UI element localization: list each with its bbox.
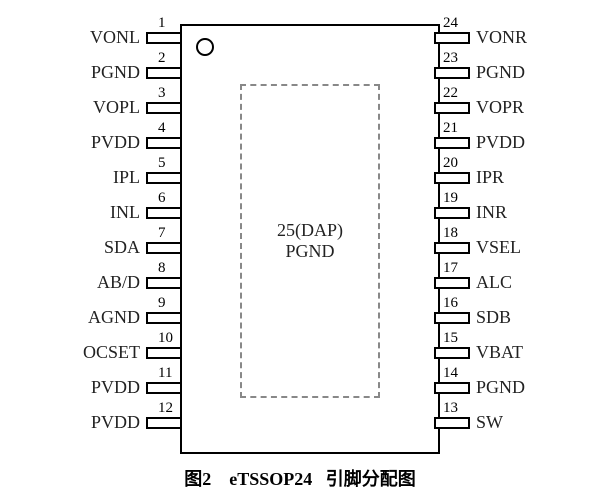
- pin-label: VBAT: [476, 342, 523, 363]
- pin-23: [434, 67, 470, 79]
- pin-number: 7: [158, 225, 166, 242]
- pin-label: SW: [476, 412, 503, 433]
- pin-4: [146, 137, 182, 149]
- pin-label: PGND: [476, 62, 525, 83]
- pin-number: 24: [443, 15, 458, 32]
- pinout-diagram: 25(DAP) PGND 1 VONL 2 PGND 3 VOPL 4 PVDD 5 IPL 6 IN…: [0, 0, 600, 500]
- pin-label: PVDD: [91, 377, 140, 398]
- pin-number: 11: [158, 365, 172, 382]
- pin-3: [146, 102, 182, 114]
- pin-22: [434, 102, 470, 114]
- pin1-indicator: [196, 38, 214, 56]
- figure-caption: 图2 eTSSOP24 引脚分配图: [184, 465, 416, 491]
- pin-label: PVDD: [476, 132, 525, 153]
- pin-number: 2: [158, 50, 166, 67]
- caption-package: eTSSOP24: [229, 469, 312, 489]
- pin-number: 1: [158, 15, 166, 32]
- pin-21: [434, 137, 470, 149]
- pin-number: 18: [443, 225, 458, 242]
- pin-13: [434, 417, 470, 429]
- pin-label: OCSET: [83, 342, 140, 363]
- pin-number: 21: [443, 120, 458, 137]
- pin-label: SDA: [104, 237, 140, 258]
- pin-label: PVDD: [91, 412, 140, 433]
- pin-20: [434, 172, 470, 184]
- pin-number: 5: [158, 155, 166, 172]
- pin-label: SDB: [476, 307, 511, 328]
- pin-6: [146, 207, 182, 219]
- pin-15: [434, 347, 470, 359]
- pin-label: IPR: [476, 167, 504, 188]
- pin-number: 17: [443, 260, 458, 277]
- pin-label: PGND: [91, 62, 140, 83]
- pin-number: 20: [443, 155, 458, 172]
- pin-label: INL: [110, 202, 140, 223]
- pin-2: [146, 67, 182, 79]
- dap-pad: 25(DAP) PGND: [240, 84, 380, 398]
- pin-number: 4: [158, 120, 166, 137]
- pin-number: 3: [158, 85, 166, 102]
- pin-number: 6: [158, 190, 166, 207]
- pin-number: 13: [443, 400, 458, 417]
- pin-number: 9: [158, 295, 166, 312]
- pin-number: 22: [443, 85, 458, 102]
- pin-9: [146, 312, 182, 324]
- pin-number: 15: [443, 330, 458, 347]
- pin-label: VOPR: [476, 97, 524, 118]
- pin-number: 19: [443, 190, 458, 207]
- pin-number: 8: [158, 260, 166, 277]
- pin-number: 12: [158, 400, 173, 417]
- pin-number: 23: [443, 50, 458, 67]
- pin-label: IPL: [113, 167, 140, 188]
- pin-label: VONL: [90, 27, 140, 48]
- pin-16: [434, 312, 470, 324]
- pin-18: [434, 242, 470, 254]
- pin-label: PVDD: [91, 132, 140, 153]
- pin-label: ALC: [476, 272, 512, 293]
- pin-label: VONR: [476, 27, 527, 48]
- pin-14: [434, 382, 470, 394]
- pin-label: AB/D: [97, 272, 140, 293]
- pin-11: [146, 382, 182, 394]
- caption-suffix: 引脚分配图: [326, 469, 416, 489]
- caption-prefix: 图2: [184, 469, 211, 489]
- pin-label: VOPL: [93, 97, 140, 118]
- dap-line2: PGND: [285, 241, 334, 262]
- pin-label: INR: [476, 202, 507, 223]
- pin-7: [146, 242, 182, 254]
- pin-5: [146, 172, 182, 184]
- pin-label: AGND: [88, 307, 140, 328]
- pin-24: [434, 32, 470, 44]
- dap-line1: 25(DAP): [277, 220, 343, 241]
- pin-1: [146, 32, 182, 44]
- pin-number: 10: [158, 330, 173, 347]
- pin-10: [146, 347, 182, 359]
- pin-19: [434, 207, 470, 219]
- pin-label: VSEL: [476, 237, 521, 258]
- pin-8: [146, 277, 182, 289]
- pin-label: PGND: [476, 377, 525, 398]
- pin-number: 14: [443, 365, 458, 382]
- pin-17: [434, 277, 470, 289]
- pin-number: 16: [443, 295, 458, 312]
- pin-12: [146, 417, 182, 429]
